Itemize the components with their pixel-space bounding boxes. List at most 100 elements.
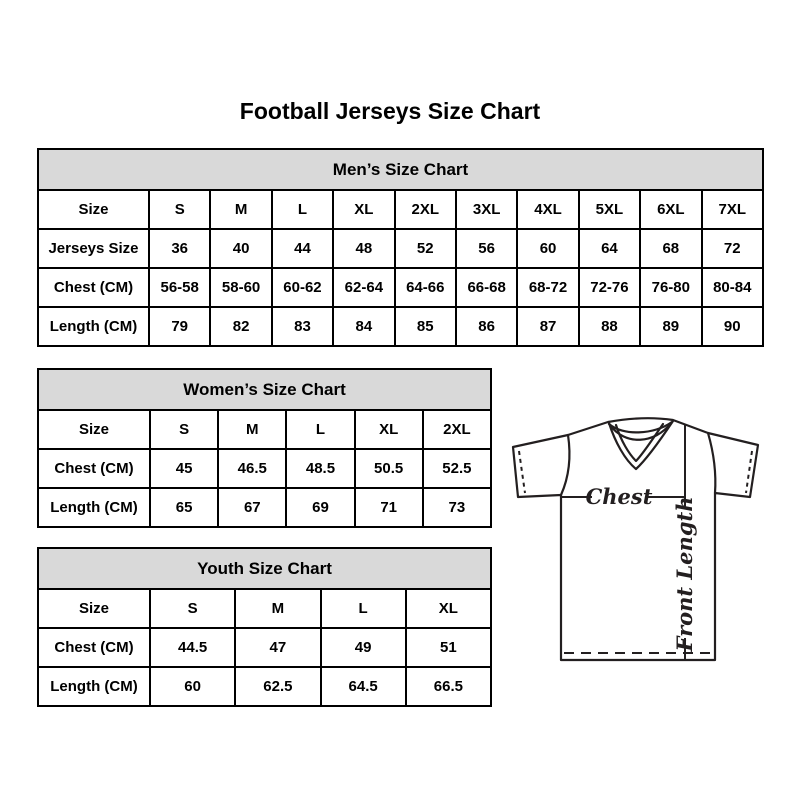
row-label: Chest (CM) — [37, 267, 150, 308]
table-cell: 60-62 — [270, 267, 335, 308]
row-label: Jerseys Size — [37, 228, 150, 269]
table-cell: 51 — [404, 627, 493, 668]
table-cell: 45 — [148, 448, 220, 489]
table-cell: 48.5 — [285, 448, 356, 489]
table-cell: 62-64 — [332, 267, 396, 308]
table-cell: 52.5 — [421, 448, 493, 489]
jersey-outline — [511, 417, 760, 662]
women-table-row: Chest (CM) 45 46.5 48.5 50.5 52.5 — [37, 448, 493, 489]
table-cell: L — [285, 409, 356, 450]
row-label: Chest (CM) — [37, 627, 151, 668]
youth-table-row: Chest (CM) 44.5 47 49 51 — [37, 627, 493, 668]
left-armhole-seam — [559, 433, 571, 497]
men-table-row: Jerseys Size 36 40 44 48 52 56 60 64 68 72 — [37, 228, 765, 269]
row-label: Chest (CM) — [37, 448, 151, 489]
table-cell: 2XL — [393, 189, 457, 230]
row-label: Size — [37, 588, 151, 629]
table-cell: 60 — [516, 228, 580, 269]
table-cell: 44 — [270, 228, 335, 269]
table-cell: 69 — [285, 487, 356, 528]
table-cell: 65 — [148, 487, 220, 528]
table-cell: 7XL — [700, 189, 765, 230]
table-cell: 80-84 — [700, 267, 765, 308]
youth-size-table: Youth Size Chart Size S M L XL Chest (CM) 44.5 4… — [37, 547, 493, 707]
table-cell: 66-68 — [454, 267, 519, 308]
table-cell: XL — [353, 409, 424, 450]
men-table-row: Length (CM) 79 82 83 84 85 86 87 88 89 90 — [37, 306, 765, 347]
table-cell: S — [147, 189, 212, 230]
table-cell: 90 — [700, 306, 765, 347]
table-cell: S — [148, 409, 220, 450]
table-cell: S — [148, 588, 237, 629]
table-cell: 68 — [639, 228, 703, 269]
table-cell: 87 — [516, 306, 580, 347]
table-cell: 40 — [209, 228, 273, 269]
table-cell: 52 — [393, 228, 457, 269]
jersey-diagram: Chest Front Length — [505, 398, 765, 668]
table-cell: 68-72 — [516, 267, 580, 308]
row-label: Size — [37, 409, 151, 450]
chest-label: Chest — [586, 484, 653, 509]
table-cell: M — [234, 588, 322, 629]
collar-v-outer — [607, 419, 675, 471]
table-cell: 56 — [454, 228, 519, 269]
table-cell: 4XL — [516, 189, 580, 230]
table-cell: 5XL — [577, 189, 642, 230]
table-cell: 73 — [421, 487, 493, 528]
table-cell: L — [270, 189, 335, 230]
table-cell: 49 — [319, 627, 407, 668]
youth-table-row: Length (CM) 60 62.5 64.5 66.5 — [37, 666, 493, 707]
men-table-row: Size S M L XL 2XL 3XL 4XL 5XL 6XL 7XL — [37, 189, 765, 230]
table-cell: 46.5 — [217, 448, 288, 489]
table-cell: XL — [332, 189, 396, 230]
table-cell: 64 — [577, 228, 642, 269]
table-cell: 44.5 — [148, 627, 237, 668]
table-cell: 83 — [270, 306, 335, 347]
table-cell: 82 — [209, 306, 273, 347]
womens-size-table: Women’s Size Chart Size S M L XL 2XL Chest (CM)… — [37, 368, 493, 528]
table-cell: 89 — [639, 306, 703, 347]
row-label: Length (CM) — [37, 487, 151, 528]
collar-back-curve-2 — [608, 421, 673, 441]
table-cell: M — [209, 189, 273, 230]
table-cell: 62.5 — [234, 666, 322, 707]
table-cell: 36 — [147, 228, 212, 269]
table-cell: XL — [404, 588, 493, 629]
table-cell: 79 — [147, 306, 212, 347]
table-cell: 50.5 — [353, 448, 424, 489]
row-label: Length (CM) — [37, 306, 150, 347]
table-cell: 47 — [234, 627, 322, 668]
table-cell: L — [319, 588, 407, 629]
women-table-title: Women’s Size Chart — [37, 368, 492, 411]
table-cell: 56-58 — [147, 267, 212, 308]
right-armhole-seam — [706, 431, 717, 495]
table-cell: 71 — [353, 487, 424, 528]
men-table-row: Chest (CM) 56-58 58-60 60-62 62-64 64-66 66-68… — [37, 267, 765, 308]
row-label: Size — [37, 189, 150, 230]
table-cell: 67 — [217, 487, 288, 528]
table-cell: 60 — [148, 666, 237, 707]
table-cell: 64-66 — [393, 267, 457, 308]
mens-size-table: Men’s Size Chart Size S M L XL 2XL 3XL 4XL 5XL 6XL… — [37, 148, 765, 347]
front-length-label: Front Length — [672, 497, 697, 653]
table-cell: 72 — [700, 228, 765, 269]
collar-back-curve-1 — [607, 420, 674, 434]
youth-table-row: Size S M L XL — [37, 588, 493, 629]
women-table-row: Length (CM) 65 67 69 71 73 — [37, 487, 493, 528]
row-label: Length (CM) — [37, 666, 151, 707]
table-cell: 66.5 — [404, 666, 493, 707]
table-cell: 86 — [454, 306, 519, 347]
table-cell: 3XL — [454, 189, 519, 230]
table-cell: 2XL — [421, 409, 493, 450]
table-cell: 48 — [332, 228, 396, 269]
page-title: Football Jerseys Size Chart — [239, 98, 541, 124]
left-cuff-stitch-line — [518, 450, 526, 494]
women-table-row: Size S M L XL 2XL — [37, 409, 493, 450]
table-cell: 58-60 — [209, 267, 273, 308]
table-cell: M — [217, 409, 288, 450]
table-cell: 76-80 — [639, 267, 703, 308]
table-cell: 84 — [332, 306, 396, 347]
table-cell: 72-76 — [577, 267, 642, 308]
table-cell: 6XL — [639, 189, 703, 230]
